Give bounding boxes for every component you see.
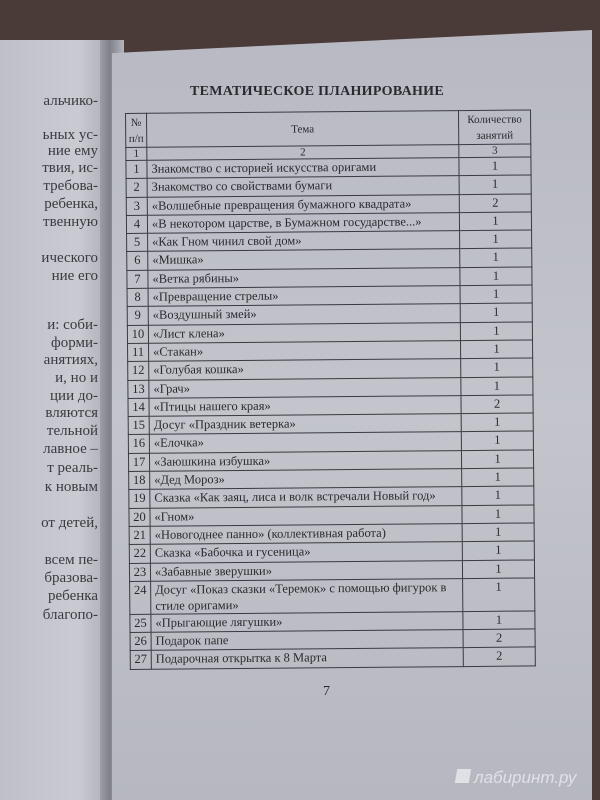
row-number: 1 (125, 160, 148, 179)
row-number: 9 (127, 306, 149, 326)
row-count: 1 (462, 577, 535, 612)
table-row: 24 Досуг «Показ сказки «Теремок» с помощь… (129, 577, 535, 615)
table-header-row: № п/п Тема Количество занятий (125, 109, 531, 148)
row-count: 2 (460, 394, 534, 414)
header-topic: Тема (146, 110, 459, 148)
row-number: 3 (126, 196, 148, 216)
row-number: 5 (126, 233, 148, 252)
row-number: 23 (129, 562, 151, 582)
thematic-plan-table: № п/п Тема Количество занятий 1 2 3 1 Зна… (125, 109, 536, 670)
header-count: Количество занятий (458, 109, 531, 145)
row-count: 2 (463, 647, 536, 667)
row-number: 7 (126, 270, 149, 289)
row-count: 1 (460, 303, 533, 323)
row-number: 19 (128, 489, 150, 509)
page-number: 7 (323, 684, 330, 699)
row-number: 14 (127, 398, 150, 417)
labirint-logo-icon (454, 769, 472, 783)
watermark: лабиринт.ру (454, 768, 577, 788)
row-number: 12 (127, 361, 149, 381)
left-page-text-line: ребенка (48, 588, 98, 604)
left-page-text-line: твенную (43, 214, 98, 230)
left-page-text-line: ребенка, (44, 196, 98, 212)
left-page-text-line: т реаль- (47, 460, 98, 476)
row-count: 1 (459, 230, 532, 250)
row-number: 21 (129, 526, 151, 545)
row-count: 1 (461, 467, 534, 487)
row-number: 27 (130, 650, 152, 670)
row-count: 1 (462, 541, 535, 561)
left-page-text-line: анятиях, (43, 352, 98, 368)
column-index: 3 (458, 143, 531, 158)
header-num: № п/п (125, 113, 147, 148)
row-number: 20 (128, 507, 151, 527)
row-topic: Досуг «Показ сказки «Теремок» с помощью … (150, 578, 463, 615)
left-page-text-line: ического (41, 250, 98, 266)
row-count: 1 (460, 339, 533, 359)
row-number: 25 (129, 614, 152, 633)
table-row: 27 Подарочная открытка к 8 Марта 2 (130, 647, 536, 670)
left-page-text-line: от детей, (41, 515, 98, 531)
left-page-text-line: требова- (43, 178, 98, 194)
left-page-text-line: ние ему (47, 143, 98, 159)
row-count: 1 (461, 449, 534, 469)
row-number: 15 (128, 416, 150, 435)
row-number: 2 (126, 178, 148, 198)
row-number: 6 (126, 251, 148, 271)
page-title: ТЕМАТИЧЕСКОЕ ПЛАНИРОВАНИЕ (190, 84, 445, 99)
left-page-text-line: форми- (50, 335, 98, 351)
row-count: 1 (460, 358, 533, 378)
row-count: 1 (462, 610, 536, 630)
column-index: 1 (125, 147, 147, 161)
row-number: 4 (126, 215, 148, 234)
left-page-text-line: всем пе- (44, 552, 98, 568)
watermark-text: лабиринт.ру (474, 768, 577, 787)
row-number: 10 (127, 324, 149, 344)
row-count: 1 (458, 156, 532, 176)
row-count: 1 (462, 559, 535, 579)
row-count: 2 (463, 629, 536, 648)
row-count: 1 (461, 486, 534, 506)
row-number: 11 (127, 343, 149, 362)
row-count: 1 (460, 321, 533, 341)
row-topic: Подарочная открытка к 8 Марта (151, 647, 464, 670)
left-page-text-line: ние его (51, 268, 98, 284)
row-count: 1 (460, 376, 533, 396)
row-number: 16 (128, 434, 150, 454)
left-page-text-line: благопо- (42, 607, 98, 623)
left-page-text-line: и, но и (55, 370, 98, 386)
row-number: 26 (130, 632, 152, 651)
row-count: 1 (459, 175, 532, 195)
row-count: 1 (462, 522, 535, 542)
row-number: 13 (127, 379, 149, 399)
row-number: 17 (128, 453, 150, 472)
left-page-text-line: к новым (44, 479, 98, 495)
row-count: 1 (461, 413, 534, 433)
left-page: альчико-ьных ус-ние ему твия, ис-требова-… (0, 40, 112, 800)
row-number: 22 (129, 544, 151, 564)
row-count: 2 (459, 193, 532, 213)
row-number: 18 (128, 471, 150, 490)
row-count: 1 (460, 285, 533, 304)
left-page-text-line: альчико- (43, 93, 98, 109)
left-page-text-line: и: соби- (47, 317, 98, 333)
left-page-text-line: бразова- (44, 570, 98, 586)
left-page-text-line: вляются (45, 405, 98, 421)
left-page-text-line: твия, ис- (42, 160, 98, 176)
left-page-text-line: тельной (46, 423, 98, 439)
left-page-text-line: лавное – (43, 441, 98, 457)
right-page (112, 30, 592, 800)
row-count: 1 (459, 211, 532, 231)
row-count: 1 (461, 504, 535, 524)
row-number: 24 (129, 581, 151, 615)
row-count: 1 (461, 431, 534, 451)
left-page-text-line: ьных ус- (42, 127, 98, 143)
row-count: 1 (459, 266, 533, 286)
left-page-text-line: ции до- (50, 388, 98, 404)
row-number: 8 (127, 288, 149, 307)
row-count: 1 (459, 248, 532, 268)
